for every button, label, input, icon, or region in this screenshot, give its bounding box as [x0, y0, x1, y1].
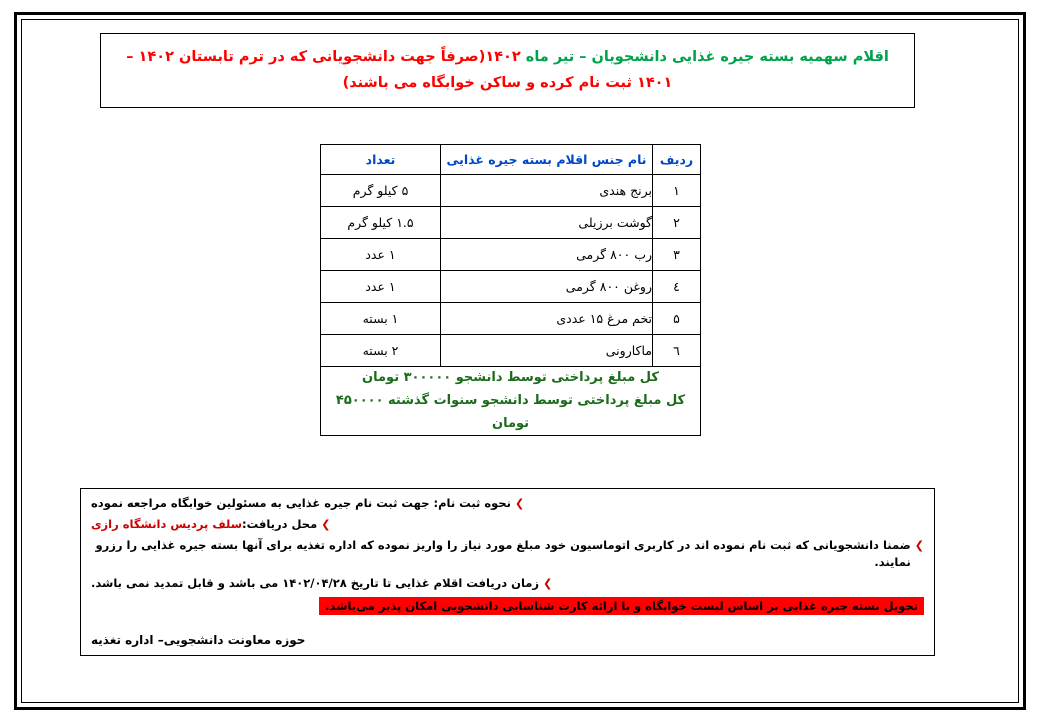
food-ration-table: ردیف نام جنس اقلام بسته جیره غذایی تعداد…	[320, 144, 701, 437]
cell-count: ۱ بسته	[320, 302, 441, 335]
table-totals-row: کل مبلغ پرداختی توسط دانشجو ۳۰۰۰۰۰ تومان…	[320, 365, 701, 437]
column-header-radif: ردیف	[652, 144, 701, 175]
cell-radif: ۱	[652, 174, 701, 207]
cell-item-name: روغن ۸۰۰ گرمی	[440, 270, 653, 303]
note-item-registration: ❯ نحوه ثبت نام: جهت ثبت نام جیره غذایی ب…	[91, 495, 924, 513]
cell-count: ۱ عدد	[320, 238, 441, 271]
note-accent-text: سلف پردیس دانشگاه رازی	[91, 516, 243, 531]
cell-radif: ۲	[652, 206, 701, 239]
cell-count: ۱.۵ کیلو گرم	[320, 206, 441, 239]
title-segment-year: ۱۴۰۲	[485, 49, 521, 66]
table-row: ۲ گوشت برزیلی ۱.۵ کیلو گرم	[320, 206, 701, 239]
cell-radif: ۳	[652, 238, 701, 271]
footer-row: حوزه معاونت دانشجویی– اداره تغذیه	[91, 633, 924, 647]
note-text: محل دریافت:	[242, 516, 318, 531]
cell-count: ۵ کیلو گرم	[320, 174, 441, 207]
total-previous-years: کل مبلغ پرداختی توسط دانشجو سنوات گذشته …	[335, 392, 686, 431]
cell-item-name: تخم مرغ ۱۵ عددی	[440, 302, 653, 335]
issuing-office-footer: حوزه معاونت دانشجویی– اداره تغذیه	[91, 633, 306, 647]
page-border-outer	[14, 12, 1026, 710]
table-row: ۵ تخم مرغ ۱۵ عددی ۱ بسته	[320, 302, 701, 335]
arrow-bullet-icon: ❯	[543, 577, 553, 591]
column-header-count: تعداد	[320, 144, 441, 175]
arrow-bullet-icon: ❯	[321, 517, 331, 531]
arrow-bullet-icon: ❯	[914, 538, 924, 552]
cell-count: ۲ بسته	[320, 334, 441, 367]
cell-item-name: رب ۸۰۰ گرمی	[440, 238, 653, 271]
cell-count: ۱ عدد	[320, 270, 441, 303]
cell-item-name: گوشت برزیلی	[440, 206, 653, 239]
note-text: ضمنا دانشجویانی که ثبت نام نموده اند در …	[95, 537, 911, 570]
table-body: ۱ برنج هندی ۵ کیلو گرم ۲ گوشت برزیلی ۱.۵…	[320, 174, 701, 437]
page-title: اقلام سهمیه بسته جیره غذایی دانشجویان – …	[111, 45, 904, 96]
delivery-requirement-banner: تحویل بسته جیره غذایی بر اساس لیست خوابگ…	[319, 597, 924, 616]
table-header: ردیف نام جنس اقلام بسته جیره غذایی تعداد	[320, 144, 701, 175]
table-row: ٤ روغن ۸۰۰ گرمی ۱ عدد	[320, 270, 701, 303]
cell-radif: ٤	[652, 270, 701, 303]
note-item-deadline: ❯ زمان دریافت اقلام غذایی تا تاریخ ۱۴۰۲/…	[91, 575, 924, 593]
totals-cell: کل مبلغ پرداختی توسط دانشجو ۳۰۰۰۰۰ تومان…	[320, 365, 701, 437]
announcement-title-box: اقلام سهمیه بسته جیره غذایی دانشجویان – …	[100, 33, 915, 108]
note-text: نحوه ثبت نام: جهت ثبت نام جیره غذایی به …	[91, 496, 511, 510]
page-border-inner	[21, 19, 1019, 703]
table-header-row: ردیف نام جنس اقلام بسته جیره غذایی تعداد	[320, 144, 701, 175]
column-header-item-name: نام جنس اقلام بسته جیره غذایی	[440, 144, 653, 175]
notes-box: ❯ نحوه ثبت نام: جهت ثبت نام جیره غذایی ب…	[80, 488, 935, 656]
title-segment-red: (صرفاً جهت دانشجویانی که در ترم تابستان …	[126, 49, 673, 91]
highlight-row: تحویل بسته جیره غذایی بر اساس لیست خوابگ…	[91, 597, 924, 616]
arrow-bullet-icon: ❯	[514, 497, 525, 510]
title-segment-green: اقلام سهمیه بسته جیره غذایی دانشجویان – …	[520, 49, 889, 66]
note-item-pickup-location: ❯ محل دریافت: سلف پردیس دانشگاه رازی	[91, 516, 924, 534]
table-row: ٦ ماکارونی ۲ بسته	[320, 334, 701, 367]
cell-radif: ۵	[652, 302, 701, 335]
note-item-payment: ❯ ضمنا دانشجویانی که ثبت نام نموده اند د…	[91, 537, 924, 573]
table-row: ۳ رب ۸۰۰ گرمی ۱ عدد	[320, 238, 701, 271]
total-current-students: کل مبلغ پرداختی توسط دانشجو ۳۰۰۰۰۰ تومان	[362, 370, 659, 385]
table-row: ۱ برنج هندی ۵ کیلو گرم	[320, 174, 701, 207]
cell-item-name: ماکارونی	[440, 334, 653, 367]
cell-item-name: برنج هندی	[440, 174, 653, 207]
note-text: زمان دریافت اقلام غذایی تا تاریخ ۱۴۰۲/۰۴…	[91, 576, 540, 591]
cell-radif: ٦	[652, 334, 701, 367]
